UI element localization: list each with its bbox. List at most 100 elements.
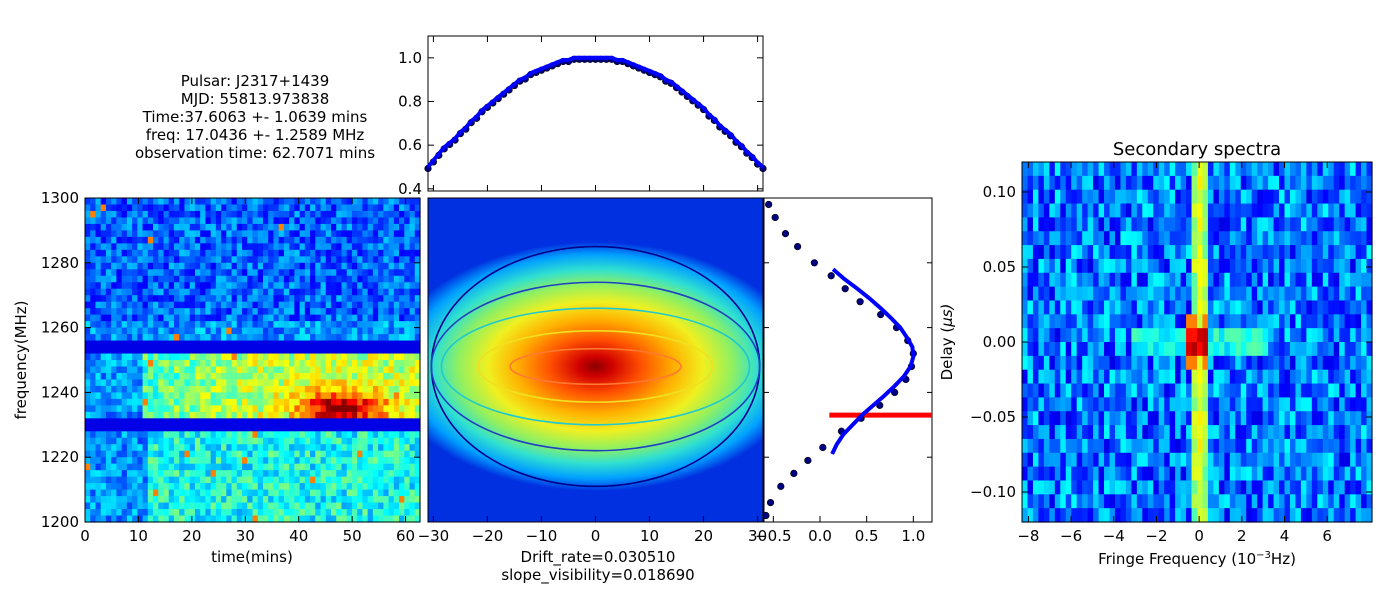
heatmap-cell	[341, 230, 348, 238]
heatmap-cell	[1054, 189, 1061, 205]
correlation-map-contours	[430, 245, 761, 488]
heatmap-cell	[205, 470, 212, 478]
heatmap-cell	[1109, 355, 1116, 371]
heatmap-cell	[383, 334, 390, 342]
heatmap-cell	[268, 476, 275, 484]
heatmap-cell	[362, 282, 369, 290]
heatmap-cell	[194, 275, 201, 283]
heatmap-cell	[189, 360, 196, 368]
x-tick-label: 0.5	[855, 527, 879, 545]
heatmap-cell	[393, 327, 400, 335]
heatmap-cell	[278, 236, 285, 244]
heatmap-cell	[320, 308, 327, 316]
heatmap-cell	[289, 483, 295, 491]
heatmap-cell	[142, 463, 149, 471]
heatmap-cell	[231, 509, 238, 517]
heatmap-cell	[1038, 369, 1045, 385]
heatmap-cell	[1344, 328, 1351, 343]
heatmap-cell	[226, 366, 233, 374]
heatmap-cell	[315, 360, 322, 368]
heatmap-cell	[1022, 508, 1029, 523]
heatmap-cell	[194, 353, 201, 361]
heatmap-cell	[226, 450, 233, 458]
heatmap-cell	[378, 392, 384, 400]
heatmap-cell	[1207, 272, 1215, 288]
heatmap-cell	[236, 282, 243, 290]
heatmap-cell	[85, 340, 91, 348]
heatmap-cell	[320, 340, 327, 348]
heatmap-cell	[142, 249, 149, 257]
heatmap-cell	[189, 489, 196, 497]
heatmap-cell	[1164, 203, 1171, 218]
heatmap-cell	[1289, 300, 1297, 315]
heatmap-cell	[158, 476, 165, 484]
heatmap-cell	[315, 236, 322, 244]
heatmap-cell	[383, 353, 390, 361]
heatmap-cell	[1306, 189, 1313, 205]
heatmap-cell	[320, 405, 327, 413]
heatmap-cell	[221, 437, 227, 445]
heatmap-cell	[173, 418, 180, 426]
heatmap-cell	[100, 437, 107, 445]
heatmap-cell	[1114, 466, 1122, 482]
heatmap-cell	[226, 243, 233, 251]
heatmap-cell	[310, 470, 316, 478]
heatmap-cell	[1273, 217, 1280, 232]
heatmap-cell	[100, 210, 107, 219]
heatmap-cell	[1186, 466, 1193, 482]
heatmap-cell	[1317, 369, 1324, 385]
heatmap-cell	[1136, 355, 1143, 371]
heatmap-cell	[362, 353, 369, 361]
heatmap-cell	[236, 405, 243, 413]
heatmap-cell	[158, 204, 165, 212]
heatmap-cell	[325, 424, 332, 432]
heatmap-cell	[331, 385, 337, 393]
heatmap-cell	[85, 223, 91, 231]
heatmap-cell	[1065, 411, 1072, 426]
heatmap-cell	[393, 288, 400, 296]
heatmap-cell	[236, 321, 243, 329]
heatmap-cell	[1032, 203, 1040, 218]
heatmap-cell	[273, 509, 280, 517]
heatmap-cell	[289, 450, 295, 458]
heatmap-cell	[1076, 342, 1083, 357]
heatmap-cell	[325, 360, 332, 368]
heatmap-cell	[132, 372, 138, 381]
heatmap-cell	[1246, 189, 1253, 205]
heatmap-cell	[231, 411, 238, 419]
heatmap-cell	[273, 431, 280, 439]
heatmap-cell	[1268, 355, 1275, 371]
heatmap-cell	[310, 223, 316, 231]
heatmap-cell	[1279, 175, 1286, 191]
heatmap-cell	[1300, 452, 1307, 468]
heatmap-cell	[315, 301, 322, 309]
heatmap-cell	[325, 249, 332, 257]
heatmap-cell	[289, 418, 295, 426]
heatmap-cell	[1273, 231, 1280, 246]
heatmap-cell	[210, 457, 217, 465]
heatmap-cell	[173, 450, 180, 458]
heatmap-cell	[231, 321, 238, 329]
heatmap-cell	[158, 372, 165, 381]
heatmap-cell	[351, 269, 358, 277]
heatmap-cell	[1114, 508, 1122, 523]
heatmap-cell	[1054, 245, 1061, 260]
heatmap-cell	[184, 476, 191, 484]
heatmap-cell	[184, 431, 191, 439]
heatmap-cell	[205, 198, 212, 206]
heatmap-cell	[399, 450, 405, 458]
heatmap-cell	[1147, 286, 1154, 302]
heatmap-cell	[231, 198, 238, 206]
heatmap-cell	[1289, 217, 1297, 232]
data-point	[856, 298, 864, 306]
heatmap-cell	[351, 275, 358, 283]
heatmap-cell	[1027, 438, 1034, 454]
heatmap-cell	[409, 418, 416, 426]
heatmap-cell	[283, 308, 290, 316]
heatmap-cell	[1071, 328, 1078, 343]
heatmap-cell	[132, 385, 138, 393]
heatmap-cell	[1300, 411, 1307, 426]
heatmap-cell	[205, 321, 212, 329]
heatmap-cell	[289, 411, 295, 419]
heatmap-cell	[252, 347, 259, 355]
